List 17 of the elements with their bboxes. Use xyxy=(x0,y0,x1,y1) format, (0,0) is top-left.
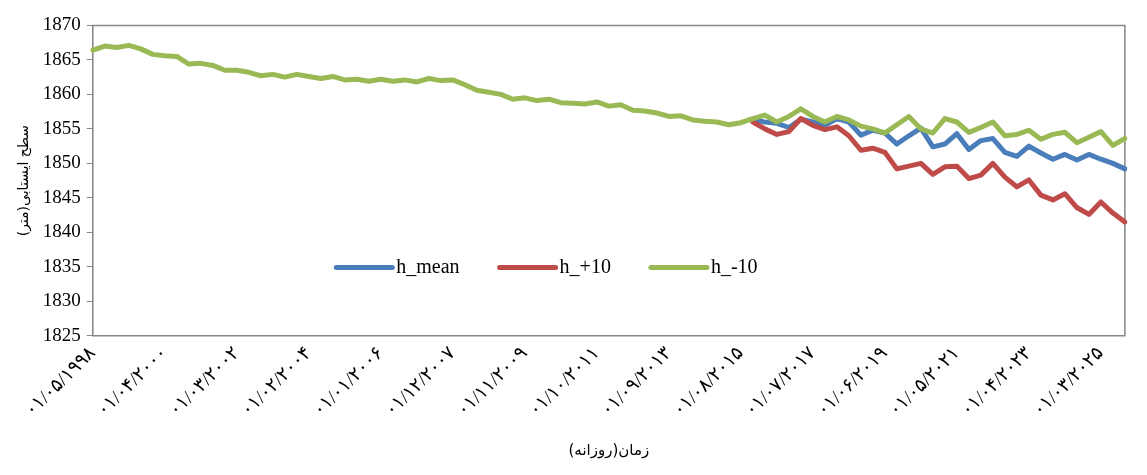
y-tick-label: 1870 xyxy=(42,13,81,35)
y-tick-label: 1855 xyxy=(42,116,81,138)
y-tick-label: 1830 xyxy=(42,289,81,311)
y-tick-label: 1860 xyxy=(42,82,81,104)
x-tick-label: ۰۱/۰۸/۲۰۱۵ xyxy=(668,341,748,421)
x-axis-title: زمان(روزانه) xyxy=(568,440,650,459)
y-axis-title: سطح ایستابی(متر) xyxy=(15,124,33,237)
y-tick-label: 1865 xyxy=(42,47,81,69)
x-tick-label: ۰۱/۰۳/۲۰۲۵ xyxy=(1028,341,1108,421)
legend-label: h_mean xyxy=(396,254,460,277)
y-tick-label: 1845 xyxy=(42,185,81,207)
x-tick-label: ۰۱/۰۶/۲۰۱۹ xyxy=(812,341,892,421)
y-tick-label: 1835 xyxy=(42,254,81,276)
legend-label: h_+10 xyxy=(559,254,611,277)
y-tick-label: 1840 xyxy=(42,220,81,242)
y-tick-label: 1850 xyxy=(42,151,81,173)
legend-label: h_-10 xyxy=(710,254,758,277)
